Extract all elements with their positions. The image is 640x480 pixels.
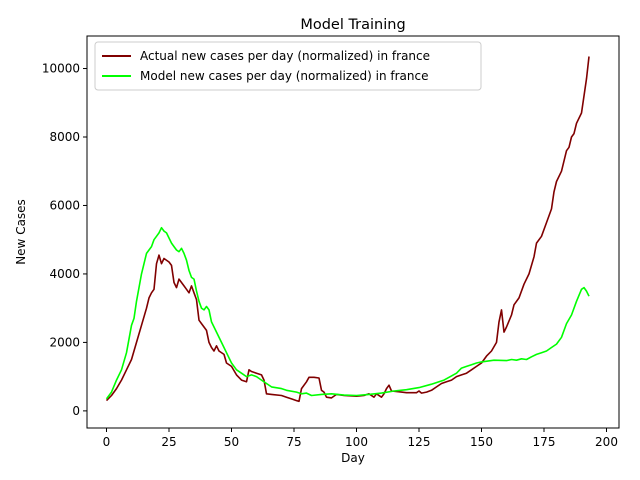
y-tick-label: 0 (72, 404, 80, 418)
x-axis-label: Day (341, 451, 365, 465)
x-tick-label: 200 (595, 435, 618, 449)
legend-box (94, 41, 482, 91)
y-axis-label: New Cases (14, 199, 28, 265)
y-axis: 0 2000 4000 6000 8000 10000 (42, 62, 87, 418)
plot-frame (86, 35, 620, 429)
x-tick-label: 25 (161, 435, 176, 449)
series-line-actual (105, 56, 590, 403)
legend-label-actual: Actual new cases per day (normalized) in… (140, 49, 430, 63)
y-tick-label: 4000 (49, 267, 80, 281)
x-axis: 0 25 50 75 100 125 150 175 200 (103, 428, 618, 449)
y-tick-label: 8000 (49, 130, 80, 144)
x-tick-label: 75 (286, 435, 301, 449)
x-tick-label: 0 (103, 435, 111, 449)
x-tick-label: 150 (470, 435, 493, 449)
plot-area (105, 56, 590, 403)
y-tick-label: 2000 (49, 335, 80, 349)
y-tick-label: 10000 (42, 62, 80, 76)
y-tick-label: 6000 (49, 198, 80, 212)
legend-label-model: Model new cases per day (normalized) in … (140, 69, 428, 83)
x-tick-label: 50 (224, 435, 239, 449)
x-tick-label: 125 (408, 435, 431, 449)
x-tick-label: 100 (345, 435, 368, 449)
chart-title: Model Training (300, 17, 405, 33)
legend: Actual new cases per day (normalized) in… (94, 41, 482, 91)
series-line-model (105, 226, 590, 400)
x-tick-label: 175 (533, 435, 556, 449)
